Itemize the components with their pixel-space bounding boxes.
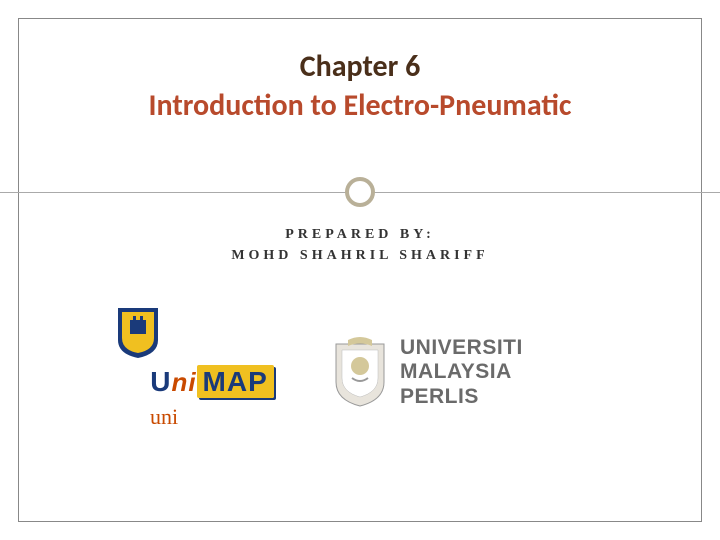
prepared-author: MOHD SHAHRIL SHARIFF [0,245,720,266]
umperlis-logo: UNIVERSITI MALAYSIA PERLIS [332,336,612,408]
chapter-number: Chapter 6 [0,48,720,85]
prepared-by-block: PREPARED BY: MOHD SHAHRIL SHARIFF [0,224,720,266]
unimap-script-icon: uni [150,404,178,430]
prepared-label: PREPARED BY: [0,224,720,245]
umperlis-line1: UNIVERSITI [400,336,523,360]
unimap-shield-icon [116,306,160,360]
unimap-wordmark: UniMAP [150,366,274,398]
unimap-logo: UniMAP uni [108,298,308,448]
unimap-letters-map: MAP [197,365,274,398]
umperlis-wordmark: UNIVERSITI MALAYSIA PERLIS [400,336,523,408]
umperlis-crest-icon [332,336,388,408]
title-block: Chapter 6 Introduction to Electro-Pneuma… [0,48,720,124]
umperlis-line2: MALAYSIA [400,360,523,384]
umperlis-line3: PERLIS [400,385,523,409]
divider [0,172,720,212]
divider-circle-icon [345,177,375,207]
logo-area: UniMAP uni UNIVERSITI MALAYSIA PERLIS [108,285,612,460]
unimap-letter-u: U [150,366,171,397]
chapter-title: Introduction to Electro-Pneumatic [0,87,720,124]
unimap-letters-ni: ni [171,367,196,397]
